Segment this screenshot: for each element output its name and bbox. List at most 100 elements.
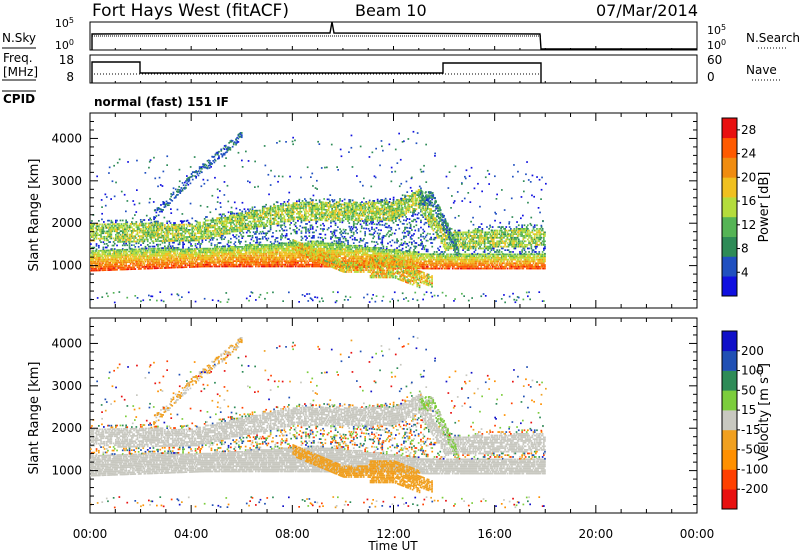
power-cell [107,227,109,229]
power-cell [240,251,242,253]
power-cell [100,236,102,238]
power-cell [98,238,100,240]
power-cell [362,240,364,242]
power-cell [123,243,125,245]
power-cell [99,240,101,242]
power-cell [133,244,135,246]
power-cell [303,264,305,266]
power-cell [230,242,232,244]
power-cell [330,217,332,219]
power-cell [261,215,263,217]
power-cell [203,236,205,238]
power-cell [301,220,303,222]
power-cell [281,219,283,221]
power-cell [255,222,257,224]
power-cell [343,238,345,240]
power-cell [204,222,206,224]
power-cell [159,257,161,259]
power-cell [99,254,101,256]
power-cell [220,259,222,261]
power-cell [219,246,221,248]
power-cell [343,229,345,231]
power-cell [100,234,102,236]
power-cell [276,255,278,257]
power-cell [148,230,150,232]
power-cell [200,232,202,234]
power-cell [276,216,278,218]
power-cell [128,230,130,232]
power-cell [331,236,333,238]
power-cell [347,220,349,222]
power-cell [219,219,221,221]
power-cell [244,264,246,266]
power-cell [145,230,147,232]
power-cell [227,301,229,303]
power-cell [257,224,259,226]
power-cell [305,204,307,206]
power-cell [107,239,109,241]
date-label: 07/Mar/2014 [596,1,698,20]
power-cell [204,238,206,240]
power-cell [99,257,101,259]
power-cell [129,244,131,246]
power-cell [249,235,251,237]
power-cell [301,232,303,234]
power-cell [231,225,233,227]
power-cell [111,236,113,238]
power-cell [265,204,267,206]
power-cell [172,229,174,231]
power-cell [188,247,190,249]
power-cell [157,246,159,248]
power-cell [312,226,314,228]
power-cell [126,236,128,238]
power-cell [350,237,352,239]
power-cell [278,223,280,225]
power-cell [271,243,273,245]
power-cell [105,269,107,271]
power-cell [244,221,246,223]
power-cell [183,235,185,237]
power-cell [312,212,314,214]
power-cell [131,244,133,246]
power-cell [228,299,230,301]
power-cell [105,253,107,255]
power-cell [224,248,226,250]
power-cell [323,248,325,250]
power-cell [207,220,209,222]
power-cell [265,260,267,262]
power-cell [359,241,361,243]
power-cell [347,242,349,244]
power-cell [104,238,106,240]
power-cell [157,239,159,241]
power-cell [187,263,189,265]
power-cell [251,212,253,214]
power-cell [96,227,98,229]
power-cell [304,260,306,262]
power-cell [240,241,242,243]
power-cell [142,237,144,239]
power-cell [195,243,197,245]
power-cell [274,205,276,207]
power-cell [256,253,258,255]
power-cell [221,264,223,266]
power-cell [342,236,344,238]
power-cell [281,237,283,239]
power-cell [204,298,206,300]
power-cell [173,242,175,244]
power-cell [350,199,352,201]
power-cell [192,231,194,233]
power-cell [125,241,127,243]
power-cell [256,215,258,217]
power-cell [164,224,166,226]
power-cell [191,259,193,261]
power-cell [148,248,150,250]
power-cell [172,238,174,240]
power-cell [90,233,92,235]
power-cell [215,235,217,237]
power-cell [313,246,315,248]
power-cell [230,215,232,217]
power-cell [286,233,288,235]
power-cell [216,244,218,246]
power-cell [342,222,344,224]
power-cell [266,232,268,234]
